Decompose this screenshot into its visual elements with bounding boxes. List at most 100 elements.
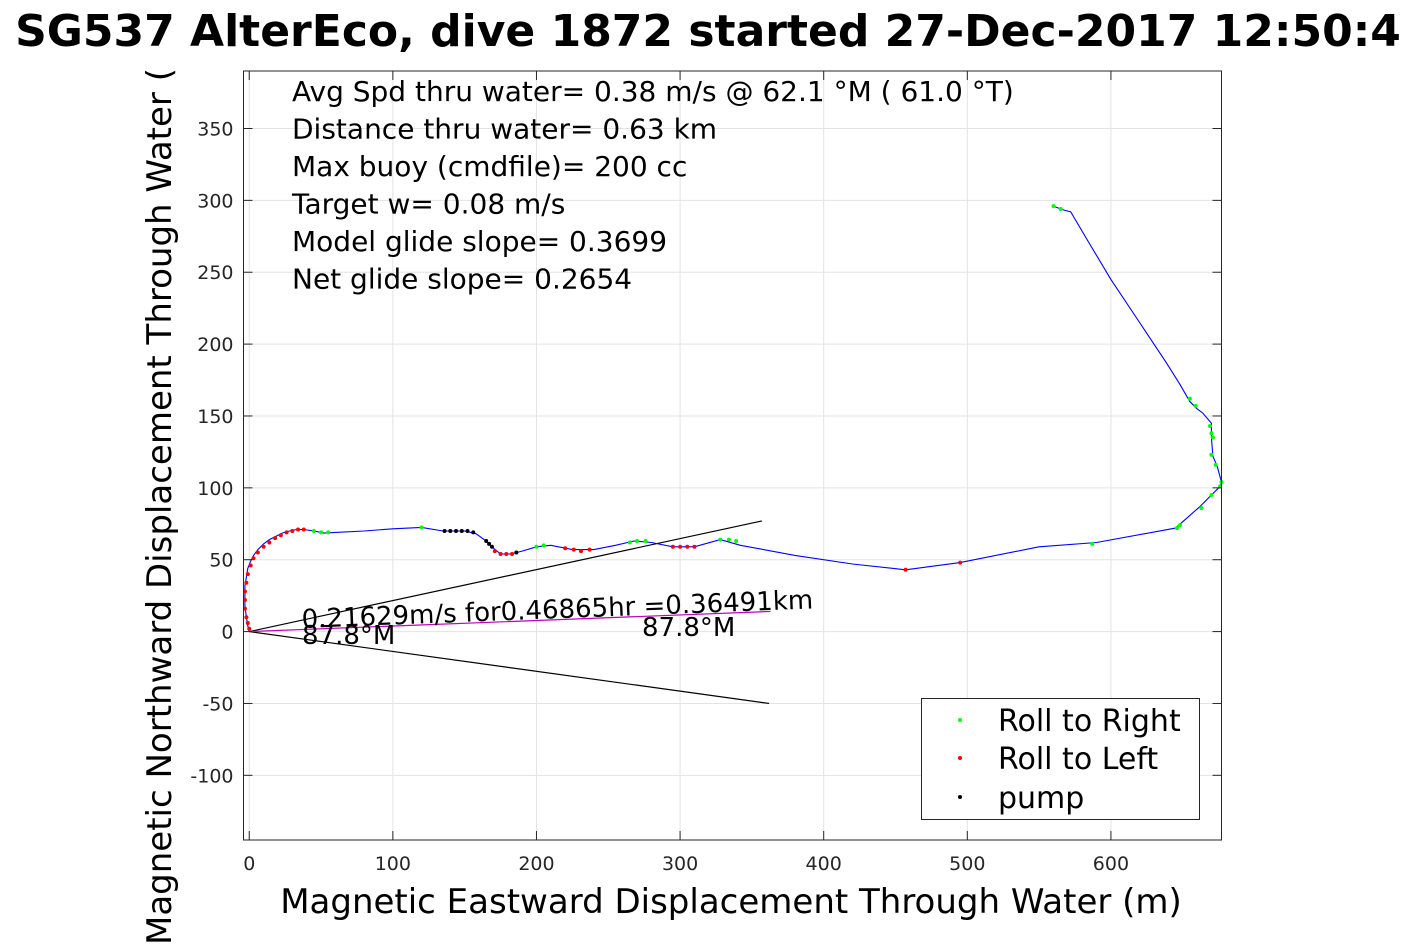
roll-left-point (958, 560, 963, 565)
roll-right-point (1210, 435, 1215, 440)
pump-point (484, 539, 489, 544)
roll-right-point (1193, 403, 1198, 408)
roll-left-point (244, 580, 249, 585)
roll-left-point (571, 547, 576, 552)
roll-right-point (718, 537, 723, 542)
roll-right-point (534, 544, 539, 549)
y-tick-label: 350 (197, 118, 233, 140)
roll-right-point (1199, 505, 1204, 510)
roll-right-point (1209, 493, 1214, 498)
stats-line: Avg Spd thru water= 0.38 m/s @ 62.1 °M (… (292, 75, 1014, 108)
pump-point (471, 530, 476, 535)
roll-right-point (1051, 204, 1056, 209)
roll-left-point (245, 572, 250, 577)
stats-line: Model glide slope= 0.3699 (292, 225, 667, 258)
roll-right-point (419, 525, 424, 530)
roll-right-point (734, 539, 739, 544)
roll-right-point (634, 539, 639, 544)
stats-line: Target w= 0.08 m/s (291, 188, 565, 221)
legend-marker-roll-left (958, 756, 962, 760)
stats-annotation: Avg Spd thru water= 0.38 m/s @ 62.1 °M (… (291, 75, 1014, 296)
roll-right-point (627, 540, 632, 545)
chart-title: SG537 AlterEco, dive 1872 started 27-Dec… (15, 6, 1401, 57)
pump-point (489, 544, 494, 549)
legend-label-roll-left: Roll to Left (998, 742, 1158, 777)
y-tick-label: 250 (197, 262, 233, 284)
roll-left-point (255, 550, 260, 555)
roll-right-point (1208, 424, 1213, 429)
heading-line (249, 630, 770, 705)
x-tick-label: 200 (518, 853, 554, 875)
x-tick-label: 100 (375, 853, 411, 875)
x-tick-label: 400 (806, 853, 842, 875)
roll-left-point (510, 551, 515, 556)
legend-marker-roll-right (958, 718, 962, 722)
roll-left-point (498, 551, 503, 556)
roll-left-point (248, 563, 253, 568)
roll-left-point (273, 536, 278, 541)
roll-right-point (643, 539, 648, 544)
series-layer (242, 204, 1224, 705)
pump-point (514, 550, 519, 555)
roll-left-point (244, 615, 249, 620)
pump-point (459, 528, 464, 533)
roll-left-point (492, 549, 497, 554)
roll-left-point (504, 551, 509, 556)
roll-left-point (290, 528, 295, 533)
stats-line: Net glide slope= 0.2654 (292, 263, 632, 296)
roll-right-point (1058, 206, 1063, 211)
roll-left-point (267, 540, 272, 545)
roll-left-point (261, 544, 266, 549)
legend-label-roll-right: Roll to Right (998, 704, 1181, 739)
roll-right-point (1174, 526, 1179, 531)
roll-right-point (1213, 462, 1218, 467)
roll-right-point (1209, 431, 1214, 436)
axis-ticks: 0 100 200 300 400 500 600 -100 -50 0 50 100 150 200 25… (190, 71, 1222, 875)
y-tick-label: 50 (209, 550, 233, 572)
roll-left-point (678, 544, 683, 549)
roll-left-point (284, 530, 289, 535)
roll-left-point (685, 544, 690, 549)
x-tick-label: 0 (243, 853, 255, 875)
roll-left-point (578, 549, 583, 554)
roll-right-point (326, 530, 331, 535)
roll-left-point (587, 547, 592, 552)
legend-label-pump: pump (998, 781, 1084, 816)
roll-right-point (726, 537, 731, 542)
roll-left-point (278, 533, 283, 538)
roll-left-point (563, 546, 568, 551)
x-tick-label: 500 (949, 853, 985, 875)
roll-left-point (251, 556, 256, 561)
plot-frame (243, 70, 1222, 841)
heading-line (249, 520, 763, 633)
current-vector (249, 610, 771, 633)
x-tick-label: 600 (1093, 853, 1129, 875)
legend: Roll to Right Roll to Left pump (921, 698, 1200, 820)
y-tick-label: 100 (197, 478, 233, 500)
roll-right-point (1177, 523, 1182, 528)
roll-right-point (1187, 396, 1192, 401)
roll-right-point (1090, 541, 1095, 546)
y-tick-label: 0 (221, 622, 233, 644)
stats-line: Max buoy (cmdfile)= 200 cc (292, 150, 687, 183)
roll-right-point (311, 528, 316, 533)
pump-point (454, 528, 459, 533)
pump-point (465, 528, 470, 533)
x-axis-label: Magnetic Eastward Displacement Through W… (280, 882, 1182, 922)
x-tick-label: 300 (662, 853, 698, 875)
legend-marker-pump (958, 795, 962, 799)
y-tick-label: 150 (197, 406, 233, 428)
roll-left-point (903, 567, 908, 572)
heading-label-start: 87.8°M (302, 621, 395, 651)
roll-left-point (692, 544, 697, 549)
pump-point (448, 528, 453, 533)
pump-point (442, 528, 447, 533)
pump-point (487, 541, 492, 546)
roll-right-point (541, 543, 546, 548)
stats-line: Distance thru water= 0.63 km (292, 113, 717, 146)
heading-label-end: 87.8°M (642, 613, 735, 643)
track-line (244, 205, 1223, 632)
y-tick-label: -50 (202, 693, 233, 715)
grid (243, 71, 1222, 840)
